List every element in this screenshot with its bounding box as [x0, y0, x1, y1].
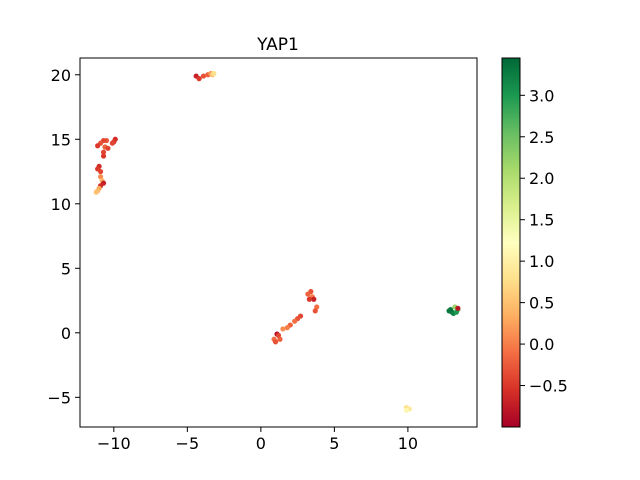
- y-tick-label: 10: [51, 195, 71, 214]
- colorbar: [501, 57, 521, 428]
- chart-title: YAP1: [256, 35, 299, 55]
- data-point: [277, 336, 283, 342]
- data-point: [280, 326, 286, 332]
- colorbar-ticks: −0.5 0.0 0.5 1.0 1.5 2.0 2.5 3.0: [520, 86, 568, 396]
- x-tick-label: −5: [176, 434, 200, 453]
- data-point: [455, 305, 461, 311]
- data-point: [100, 149, 107, 155]
- data-point: [284, 325, 290, 331]
- colorbar-tick-label: 3.0: [529, 86, 554, 105]
- data-point: [196, 76, 202, 82]
- y-tick-label: 0: [61, 324, 71, 343]
- colorbar-tick-label: 1.5: [529, 211, 554, 230]
- colorbar-tick-label: 2.5: [529, 128, 554, 147]
- data-point: [312, 308, 318, 314]
- x-tick-label: −10: [97, 434, 131, 453]
- x-tick-label: 5: [329, 434, 339, 453]
- x-tick-label: 0: [256, 434, 266, 453]
- x-axis-ticks: −10 −5 0 5 10: [97, 427, 418, 453]
- data-point: [97, 168, 104, 175]
- data-point: [306, 296, 312, 302]
- data-point: [211, 70, 217, 77]
- points-layer: [93, 70, 461, 413]
- data-point: [93, 189, 99, 195]
- data-point: [272, 339, 279, 345]
- data-point: [105, 145, 111, 151]
- data-point: [292, 318, 298, 324]
- colorbar-tick-label: 1.0: [529, 252, 554, 271]
- colorbar-tick-label: 0.5: [529, 294, 554, 313]
- colorbar-tick-label: 2.0: [529, 169, 554, 188]
- data-point: [200, 73, 207, 79]
- data-point: [446, 308, 452, 314]
- data-point: [100, 153, 107, 159]
- data-point: [109, 140, 115, 146]
- data-point: [95, 143, 101, 149]
- data-point: [311, 296, 317, 302]
- colorbar-tick-label: 0.0: [529, 335, 554, 354]
- y-tick-label: 5: [61, 259, 71, 278]
- y-tick-label: −5: [47, 388, 71, 407]
- data-point: [305, 291, 311, 297]
- y-tick-label: 20: [51, 66, 71, 85]
- y-tick-label: 15: [51, 130, 71, 149]
- data-point: [403, 407, 410, 413]
- colorbar-tick-label: −0.5: [529, 377, 568, 396]
- plot-frame: [79, 57, 478, 428]
- x-tick-label: 10: [398, 434, 418, 453]
- y-axis-ticks: −5 0 5 10 15 20: [47, 66, 80, 407]
